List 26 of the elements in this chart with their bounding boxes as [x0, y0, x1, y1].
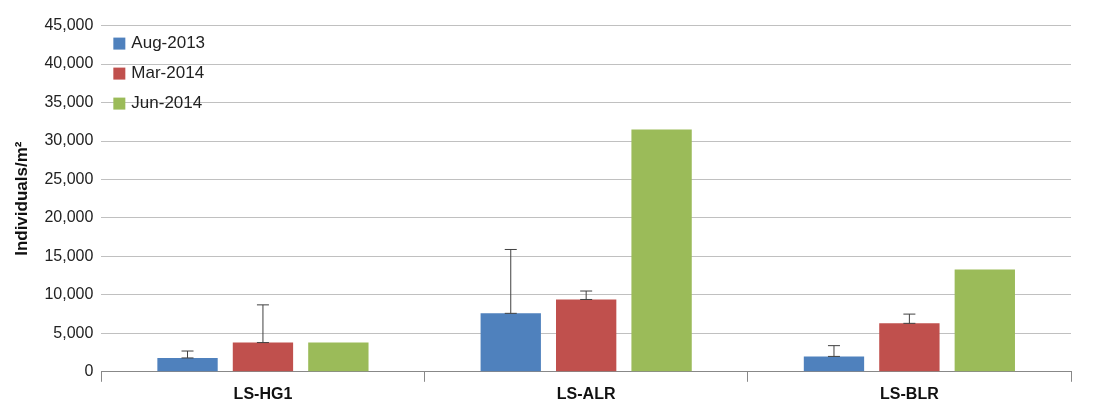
bar: [803, 356, 865, 372]
bar: [480, 313, 541, 372]
y-tick-label: 20,000: [44, 208, 94, 226]
bar: [879, 323, 940, 372]
y-tick-label: 5,000: [53, 323, 94, 341]
bar: [232, 342, 294, 372]
bar: [157, 357, 218, 372]
legend-label: Mar-2014: [131, 63, 205, 83]
x-tick-label: LS-ALR: [556, 384, 616, 402]
bar: [556, 299, 617, 372]
legend-label: Jun-2014: [131, 93, 203, 113]
y-tick-label: 0: [84, 362, 94, 380]
y-tick-label: 30,000: [44, 131, 94, 149]
y-tick-label: 10,000: [44, 285, 94, 303]
y-axis-title: Individuals/m²: [11, 141, 31, 256]
bar: [308, 342, 369, 372]
y-tick-label: 15,000: [44, 246, 94, 264]
y-tick-label: 45,000: [44, 16, 94, 34]
bar: [954, 269, 1015, 372]
bar: [631, 129, 692, 372]
legend-label: Aug-2013: [131, 33, 206, 53]
y-tick-label: 25,000: [44, 169, 94, 187]
x-tick-label: LS-HG1: [233, 384, 293, 402]
y-tick-label: 35,000: [44, 92, 94, 110]
y-tick-label: 40,000: [44, 54, 94, 72]
x-tick-label: LS-BLR: [880, 384, 940, 402]
